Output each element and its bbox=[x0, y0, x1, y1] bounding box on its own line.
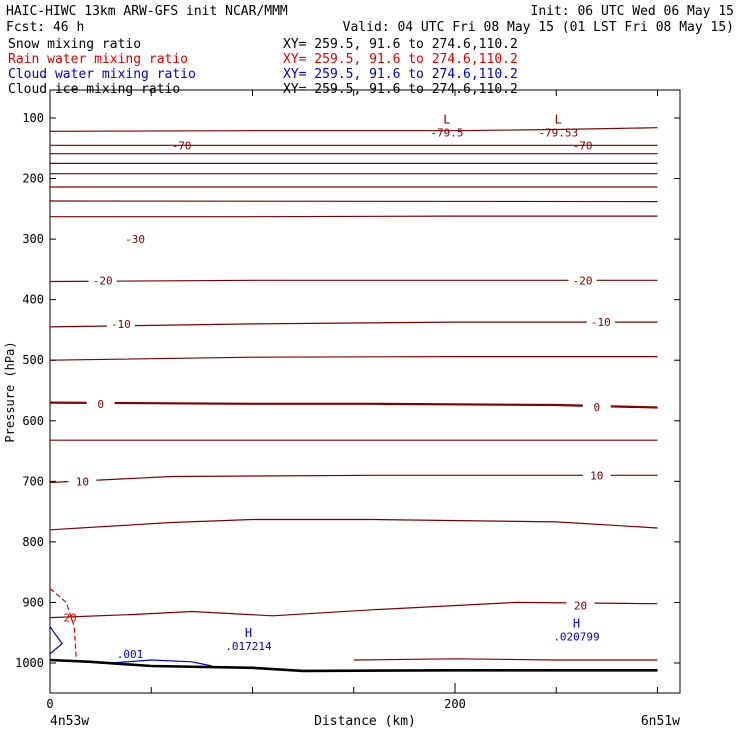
isotherm-label: 20 bbox=[574, 599, 587, 612]
y-tick-label: 500 bbox=[22, 353, 44, 367]
y-tick-label: 400 bbox=[22, 293, 44, 307]
x-axis-label: Distance (km) bbox=[314, 714, 416, 729]
y-tick-label: 600 bbox=[22, 414, 44, 428]
isotherm-label-mask bbox=[106, 316, 135, 330]
x-tick-label: 200 bbox=[444, 697, 466, 711]
isotherm-label-mask bbox=[582, 468, 611, 482]
y-tick-label: 200 bbox=[22, 172, 44, 186]
terrain-line bbox=[49, 658, 658, 673]
isotherm-label-mask bbox=[121, 232, 150, 246]
low-value: -79.5 bbox=[430, 126, 463, 139]
isotherm-label: -10 bbox=[111, 318, 131, 331]
plot-frame bbox=[49, 89, 681, 694]
y-tick-label: 800 bbox=[22, 535, 44, 549]
isotherm-label-mask bbox=[582, 399, 611, 413]
y-axis-label: Pressure (hPa) bbox=[3, 341, 17, 442]
y-tick-label: 700 bbox=[22, 474, 44, 488]
isotherm-label-mask bbox=[88, 273, 117, 287]
isotherm-label-mask bbox=[68, 474, 97, 488]
isotherm-line bbox=[49, 127, 658, 132]
isotherm-label: 0 bbox=[593, 401, 600, 414]
high-marker: H bbox=[573, 617, 580, 631]
field-xy-rain: XY= 259.5, 91.6 to 274.6,110.2 bbox=[283, 52, 518, 67]
isotherm-label: -20 bbox=[93, 274, 113, 287]
x-tick-label: 0 bbox=[46, 697, 53, 711]
cloud-water-contour-line bbox=[110, 659, 213, 667]
field-name-cloud-water: Cloud water mixing ratio bbox=[8, 67, 196, 82]
isotherm-line bbox=[49, 601, 658, 619]
isotherm-label: 0 bbox=[97, 398, 104, 411]
high-value: .020799 bbox=[553, 631, 599, 644]
isotherm-label-mask bbox=[86, 396, 115, 410]
isotherm-label: 10 bbox=[590, 469, 603, 482]
title-left: HAIC-HIWC 13km ARW-GFS init NCAR/MMM bbox=[6, 4, 288, 19]
isotherm-line bbox=[49, 474, 658, 484]
low-marker: L bbox=[443, 112, 450, 126]
field-name-snow: Snow mixing ratio bbox=[8, 37, 141, 52]
isotherm-line bbox=[49, 279, 658, 283]
isotherm-label-mask bbox=[586, 315, 615, 329]
isotherm-label: -10 bbox=[591, 316, 611, 329]
isotherm-label: 10 bbox=[76, 475, 89, 488]
isotherm-line bbox=[49, 518, 658, 531]
y-tick-label: 300 bbox=[22, 232, 44, 246]
rain-contour-line bbox=[49, 588, 77, 661]
cloud-water-contour-edge bbox=[49, 626, 63, 655]
init-time: Init: 06 UTC Wed 06 May 15 bbox=[531, 4, 735, 19]
cloud-water-contour-label: .001 bbox=[117, 648, 144, 661]
field-xy-cloud-water: XY= 259.5, 91.6 to 274.6,110.2 bbox=[283, 67, 518, 82]
isotherm-line bbox=[49, 200, 658, 203]
field-xy-snow: XY= 259.5, 91.6 to 274.6,110.2 bbox=[283, 37, 518, 52]
x-start-location: 4n53w bbox=[50, 714, 89, 729]
high-marker: H bbox=[245, 626, 252, 640]
field-name-rain: Rain water mixing ratio bbox=[8, 52, 188, 67]
low-marker: L bbox=[555, 112, 562, 126]
isotherm-line bbox=[49, 321, 658, 328]
isotherm-label-mask bbox=[566, 598, 595, 612]
isotherm-label-mask bbox=[568, 273, 597, 287]
isotherm-line bbox=[50, 215, 658, 218]
forecast-hours: Fcst: 46 h bbox=[6, 20, 84, 35]
isotherm-label: -20 bbox=[573, 274, 593, 287]
isotherm-line bbox=[353, 658, 658, 661]
rain-contour-label: 20 bbox=[64, 612, 77, 625]
x-end-location: 6n51w bbox=[641, 714, 680, 729]
y-tick-label: 1000 bbox=[15, 656, 44, 670]
valid-time: Valid: 04 UTC Fri 08 May 15 (01 LST Fri … bbox=[343, 20, 734, 35]
low-value: -79.53 bbox=[538, 126, 578, 139]
y-tick-label: 900 bbox=[22, 595, 44, 609]
isotherm-label: -30 bbox=[125, 233, 145, 246]
isotherm-line bbox=[49, 356, 658, 361]
isotherm-line bbox=[49, 401, 658, 409]
y-tick-label: 100 bbox=[22, 111, 44, 125]
high-value: .017214 bbox=[225, 640, 272, 653]
